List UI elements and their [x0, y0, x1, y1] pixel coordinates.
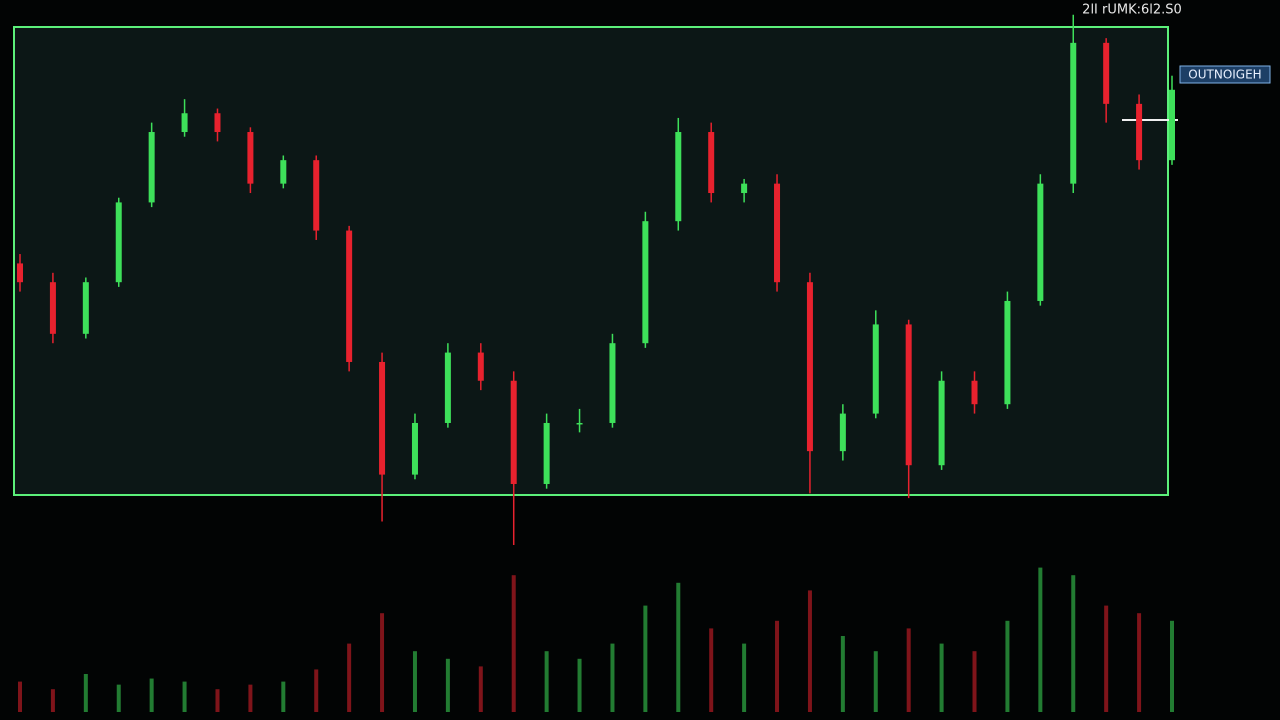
candle-body [872, 324, 879, 414]
volume-bar [577, 658, 582, 712]
candle-body [741, 183, 748, 194]
volume-bar [281, 681, 286, 712]
volume-bar [610, 643, 615, 712]
candle-body [675, 132, 682, 222]
candle-body [477, 352, 484, 381]
volume-bar [906, 628, 911, 712]
candle-body [1004, 300, 1011, 405]
candle-body [49, 282, 56, 334]
volume-bar [511, 575, 516, 712]
volume-bar [939, 643, 944, 712]
volume-bar [248, 684, 253, 712]
candle-body [82, 282, 89, 334]
marks [17, 14, 1175, 712]
volume-bar [83, 674, 88, 712]
candle-body [148, 132, 155, 203]
volume-bar [1038, 567, 1043, 712]
range-box [13, 26, 1169, 496]
candle-body [214, 113, 221, 133]
header-text: 2lI rUMK:6l2.S0 [1082, 3, 1182, 18]
volume-bar [314, 669, 319, 712]
volume-bar [676, 582, 681, 712]
volume-bar [478, 666, 483, 712]
volume-bar [873, 651, 878, 712]
volume-bar [445, 658, 450, 712]
candle-body [1136, 103, 1143, 161]
volume-bar [1104, 605, 1109, 712]
volume-bar [544, 651, 549, 712]
candle-body [576, 422, 583, 425]
candle-body [839, 413, 846, 452]
volume-bar [1137, 613, 1142, 712]
volume-bar [1005, 620, 1010, 712]
candle-body [609, 343, 616, 423]
candle-body [411, 422, 418, 475]
price-tag: OUTNOIGEH [1188, 68, 1261, 82]
candle-body [1169, 89, 1175, 161]
candle-body [806, 282, 813, 452]
candle-body [346, 230, 353, 362]
candle-body [444, 352, 451, 423]
volume-bar [1170, 620, 1174, 712]
volume-bar [972, 651, 977, 712]
candle-body [510, 380, 517, 484]
volume-bar [18, 681, 22, 712]
volume-bar [643, 605, 648, 712]
volume-bar [412, 651, 417, 712]
volume-bar [50, 689, 55, 712]
volume-bar [380, 613, 385, 712]
volume-bar [775, 620, 780, 712]
candle-body [181, 113, 188, 133]
volume-bar [742, 643, 747, 712]
volume-bar [709, 628, 714, 712]
candle-body [905, 324, 912, 466]
candle-body [379, 361, 386, 475]
volume-bar [807, 590, 812, 712]
candle-body [115, 202, 122, 283]
candle-body [543, 422, 550, 484]
candle-body [1070, 42, 1077, 184]
candle-body [313, 160, 320, 231]
volume-bar [1071, 575, 1076, 712]
candle-body [247, 132, 254, 184]
price-tag-box [1179, 65, 1271, 84]
volume-bar [182, 681, 187, 712]
candle-body [280, 160, 287, 184]
candle-body [774, 183, 781, 283]
candle-body [1037, 183, 1044, 301]
candle-body [971, 380, 978, 405]
candle-body [642, 221, 649, 344]
volume-bar [840, 636, 845, 712]
volume-bar [215, 689, 220, 712]
volume-bar [347, 643, 352, 712]
candle-body [17, 263, 23, 283]
candle-body [1103, 42, 1110, 104]
candle-body [938, 380, 945, 466]
volume-bar [116, 684, 121, 712]
volume-bar [149, 678, 154, 712]
candle-body [708, 132, 715, 194]
